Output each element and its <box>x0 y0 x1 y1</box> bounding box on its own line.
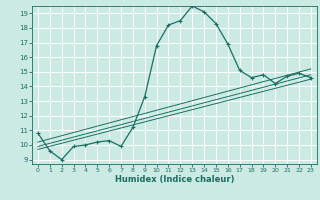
X-axis label: Humidex (Indice chaleur): Humidex (Indice chaleur) <box>115 175 234 184</box>
